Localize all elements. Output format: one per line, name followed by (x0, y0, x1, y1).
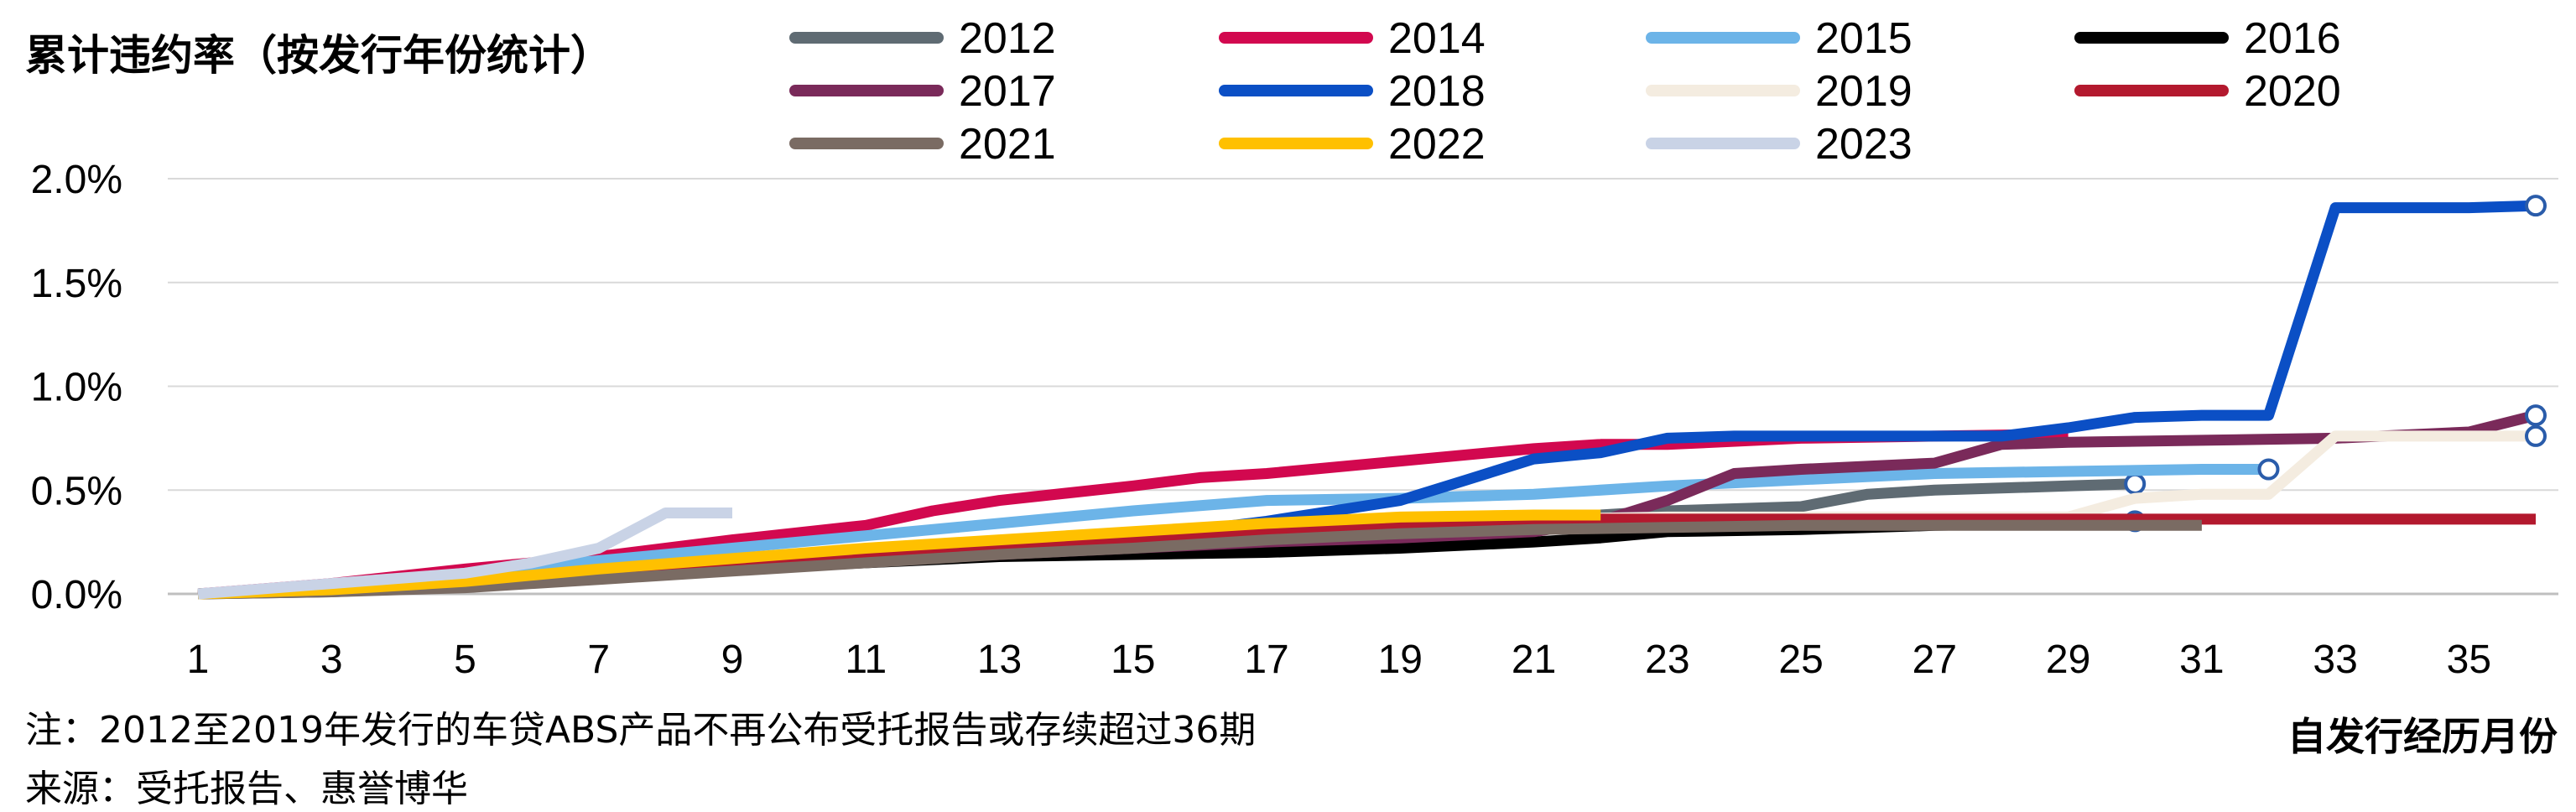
legend-label-2015: 2015 (1815, 14, 1912, 63)
x-tick-label: 33 (2313, 638, 2357, 682)
x-tick-label: 1 (187, 638, 210, 682)
x-tick-label: 7 (587, 638, 610, 682)
y-tick-label: 0.0% (31, 573, 122, 617)
footnote: 注：2012至2019年发行的车贷ABS产品不再公布受托报告或存续超过36期 (25, 709, 1257, 752)
x-tick-label: 5 (454, 638, 476, 682)
y-tick-label: 2.0% (31, 158, 122, 202)
x-tick-label: 3 (320, 638, 343, 682)
legend-label-2012: 2012 (959, 14, 1056, 63)
series-end-marker-2012 (2124, 472, 2147, 495)
x-axis-label: 自发行经历月份 (2287, 714, 2558, 759)
legend-label-2018: 2018 (1388, 67, 1486, 116)
series-lines (197, 195, 2547, 600)
series-end-marker-2017 (2525, 404, 2547, 427)
series-line-2021 (197, 519, 2202, 600)
x-tick-label: 17 (1244, 638, 1288, 682)
series-line-2022 (197, 509, 1601, 600)
gridlines (168, 178, 2558, 492)
x-tick-label: 11 (845, 638, 887, 682)
legend-label-2016: 2016 (2244, 14, 2341, 63)
legend-label-2019: 2019 (1815, 67, 1912, 116)
x-tick-label: 23 (1645, 638, 1689, 682)
series-end-marker-2019 (2525, 424, 2547, 447)
axes: 0.0%0.5%1.0%1.5%2.0%1 3 5 7 9 11 13 15 17 19 21 23 2… (31, 158, 2558, 682)
series-line-2015 (197, 464, 2269, 600)
legend-label-2020: 2020 (2244, 67, 2341, 116)
x-tick-label: 29 (2046, 638, 2090, 682)
x-tick-label: 13 (977, 638, 1022, 682)
x-tick-label: 25 (1778, 638, 1823, 682)
legend-label-2022: 2022 (1388, 120, 1486, 169)
legend-label-2023: 2023 (1815, 120, 1912, 169)
series-end-marker-2018 (2525, 195, 2547, 217)
y-tick-label: 1.5% (31, 262, 122, 306)
chart-title: 累计违约率（按发行年份统计） (25, 31, 612, 80)
x-tick-label: 21 (1512, 638, 1556, 682)
legend-label-2021: 2021 (959, 120, 1056, 169)
legend-label-2017: 2017 (959, 67, 1056, 116)
x-tick-label: 31 (2179, 638, 2224, 682)
y-tick-label: 0.5% (31, 469, 122, 513)
legend: 2012 2014 2015 2016 2017 2018 2019 2020 2021 2022… (789, 14, 2341, 169)
series-end-marker-2015 (2257, 458, 2280, 481)
legend-label-2014: 2014 (1388, 14, 1486, 63)
y-tick-label: 1.0% (31, 366, 122, 410)
x-tick-label: 9 (721, 638, 744, 682)
x-tick-label: 19 (1378, 638, 1423, 682)
source-note: 来源：受托报告、惠誉博华 (25, 768, 468, 810)
x-tick-label: 15 (1111, 638, 1155, 682)
x-tick-label: 27 (1912, 638, 1957, 682)
series-line-2023 (197, 508, 732, 600)
x-tick-label: 35 (2447, 638, 2491, 682)
